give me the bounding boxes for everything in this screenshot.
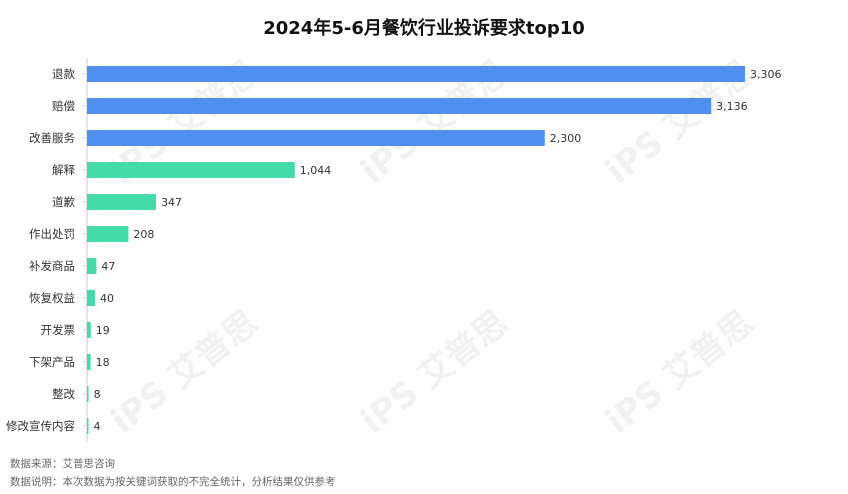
- value-label: 40: [100, 292, 114, 305]
- category-label: 道歉: [52, 195, 75, 209]
- bar: [87, 98, 712, 114]
- value-label: 1,044: [300, 164, 332, 177]
- value-label: 3,306: [750, 68, 782, 81]
- category-label: 开发票: [41, 323, 76, 337]
- value-label: 8: [94, 388, 101, 401]
- category-label: 退款: [52, 67, 75, 81]
- bar: [87, 226, 129, 242]
- category-label: 赔偿: [52, 99, 75, 113]
- value-label: 19: [96, 324, 110, 337]
- value-label: 347: [161, 196, 182, 209]
- data-source-note: 数据来源：艾普思咨询: [10, 458, 115, 470]
- bar: [87, 162, 295, 178]
- value-label: 47: [101, 260, 115, 273]
- value-label: 208: [133, 228, 154, 241]
- bar: [87, 194, 157, 210]
- bar: [87, 354, 91, 370]
- category-label: 下架产品: [29, 355, 75, 369]
- category-label: 修改宣传内容: [6, 419, 75, 433]
- category-label: 恢复权益: [29, 291, 75, 305]
- bar: [87, 386, 89, 402]
- value-label: 18: [96, 356, 110, 369]
- category-label: 解释: [52, 163, 75, 177]
- bar: [87, 258, 97, 274]
- category-label: 补发商品: [29, 259, 75, 273]
- category-label: 整改: [52, 387, 75, 401]
- value-label: 4: [94, 420, 101, 433]
- category-label: 作出处罚: [29, 227, 75, 241]
- bar: [87, 322, 91, 338]
- chart-title: 2024年5-6月餐饮行业投诉要求top10: [263, 18, 585, 39]
- value-label: 3,136: [716, 100, 748, 113]
- data-description-note: 数据说明：本次数据为按关键词获取的不完全统计，分析结果仅供参考: [10, 476, 336, 488]
- category-label: 改善服务: [29, 131, 75, 145]
- bar: [87, 290, 95, 306]
- bar: [87, 418, 89, 434]
- value-label: 2,300: [550, 132, 582, 145]
- bar: [87, 66, 745, 82]
- bar: [87, 130, 545, 146]
